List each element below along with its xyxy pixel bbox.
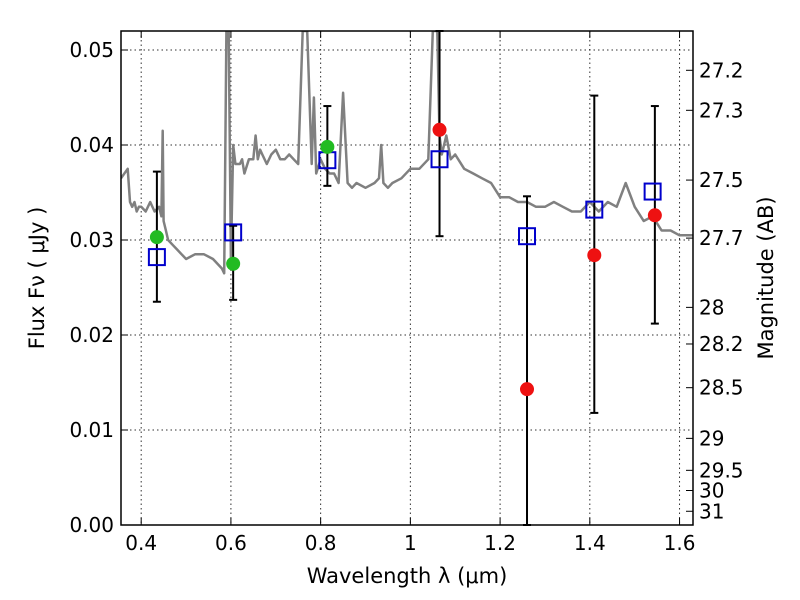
y2-axis-label: Magnitude (AB) — [754, 196, 778, 359]
model-square — [585, 200, 604, 219]
mag-tick-label: 27.2 — [699, 58, 744, 82]
grid — [121, 31, 693, 526]
x-axis-label: Wavelength λ (μm) — [307, 564, 508, 588]
nondetection-point — [587, 248, 602, 263]
spectrum-line — [121, 31, 693, 275]
model-square — [518, 227, 537, 246]
y-tick-label: 0.02 — [69, 323, 114, 347]
mag-tick-label: 27.3 — [699, 98, 744, 122]
y-tick-label: 0.05 — [69, 38, 114, 62]
mag-tick-label: 28.5 — [699, 376, 744, 400]
y-tick-label: 0.03 — [69, 228, 114, 252]
x-tick-label: 0.4 — [125, 531, 157, 555]
error-bar — [523, 195, 532, 526]
y-tick-label: 0.04 — [69, 133, 114, 157]
model-square — [147, 248, 166, 267]
x-tick-label: 1.6 — [664, 531, 696, 555]
model-square — [643, 182, 662, 201]
detection-point — [320, 139, 335, 154]
detection-point — [226, 256, 241, 271]
y-tick-label: 0.01 — [69, 418, 114, 442]
detection-point — [149, 230, 164, 245]
y-tick-label: 0.00 — [69, 513, 114, 537]
plot-frame — [120, 30, 694, 526]
nondetection-point — [647, 208, 662, 223]
x-tick-label: 0.8 — [305, 531, 337, 555]
tick-layer: 0.4 0.6 0.8 1 1.2 1.4 1.6 0.00 0.01 0.02 0.03 0.04 0… — [69, 31, 744, 555]
nondetection-point — [520, 382, 535, 397]
mag-tick-label: 29 — [699, 426, 724, 450]
x-tick-label: 1.2 — [484, 531, 516, 555]
mag-tick-label: 27.7 — [699, 226, 744, 250]
mag-tick-label: 29.5 — [699, 458, 744, 482]
spectrum-layer — [121, 31, 693, 275]
y-axis-label: Flux Fν ( μJy ) — [25, 207, 49, 350]
x-tick-label: 1.4 — [574, 531, 606, 555]
model-square — [430, 150, 449, 169]
model-square — [224, 223, 243, 242]
mag-tick-label: 28.2 — [699, 332, 744, 356]
nondetection-point — [432, 122, 447, 137]
mag-tick-label: 28 — [699, 295, 724, 319]
x-tick-label: 1 — [404, 531, 417, 555]
x-tick-label: 0.6 — [215, 531, 247, 555]
observed-points-layer — [149, 122, 662, 397]
mag-tick-label: 31 — [699, 499, 724, 523]
mag-tick-label: 30 — [699, 479, 724, 503]
mag-tick-label: 27.5 — [699, 168, 744, 192]
